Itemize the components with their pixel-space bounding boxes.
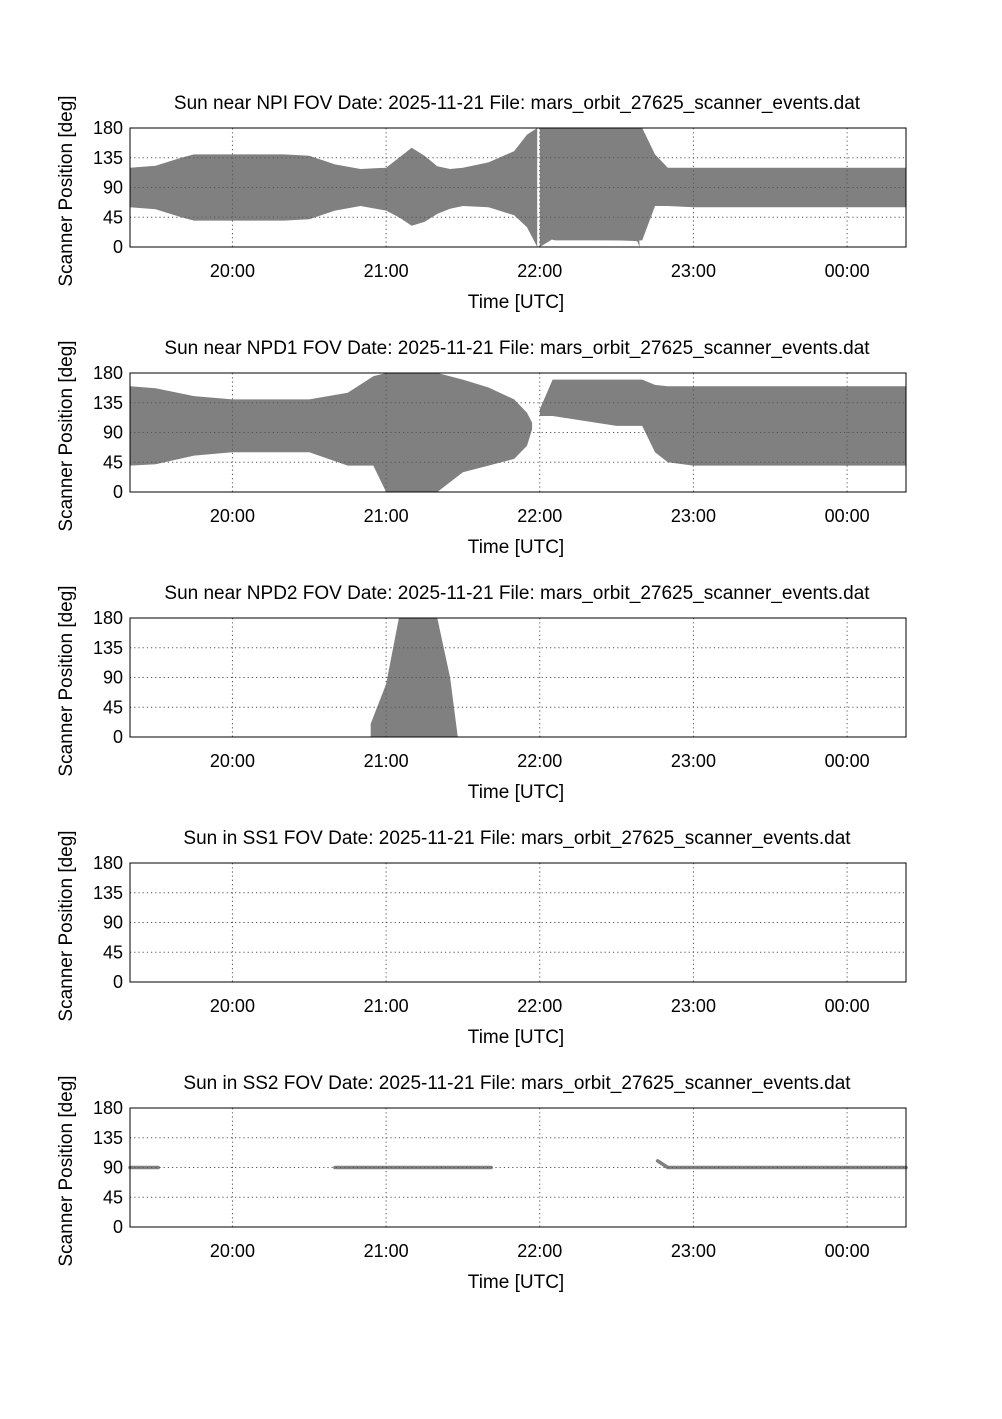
x-tick-label: 20:00	[210, 1241, 255, 1261]
x-tick-label: 20:00	[210, 996, 255, 1016]
plot-frame	[129, 862, 907, 983]
y-tick-label: 45	[103, 452, 123, 472]
y-tick-label: 135	[93, 148, 123, 168]
panel-3: Sun near NPD2 FOV Date: 2025-11-21 File:…	[56, 583, 907, 803]
plot-frame	[129, 127, 907, 248]
visibility-band-1	[130, 373, 533, 492]
x-axis-label: Time [UTC]	[468, 782, 564, 803]
x-tick-label: 23:00	[671, 506, 716, 526]
visibility-band-1	[130, 128, 538, 247]
chart-title: Sun near NPI FOV Date: 2025-11-21 File: …	[174, 93, 861, 114]
y-tick-label: 45	[103, 207, 123, 227]
panel-2: Sun near NPD1 FOV Date: 2025-11-21 File:…	[56, 338, 907, 558]
y-tick-label: 45	[103, 1187, 123, 1207]
x-tick-label: 22:00	[517, 506, 562, 526]
data-series-group	[130, 373, 906, 492]
y-axis-label: Scanner Position [deg]	[56, 95, 77, 286]
y-tick-label: 180	[93, 363, 123, 383]
y-tick-label: 0	[113, 1217, 123, 1237]
x-tick-label: 23:00	[671, 261, 716, 281]
x-tick-label: 22:00	[517, 996, 562, 1016]
x-tick-label: 00:00	[825, 261, 870, 281]
x-axis-label: Time [UTC]	[468, 1027, 564, 1048]
y-tick-label: 0	[113, 727, 123, 747]
x-tick-label: 21:00	[364, 996, 409, 1016]
x-tick-label: 23:00	[671, 1241, 716, 1261]
panel-4: Sun in SS1 FOV Date: 2025-11-21 File: ma…	[56, 828, 907, 1048]
x-tick-label: 22:00	[517, 751, 562, 771]
x-tick-label: 21:00	[364, 506, 409, 526]
chart-title: Sun in SS2 FOV Date: 2025-11-21 File: ma…	[183, 1073, 851, 1094]
x-tick-label: 00:00	[825, 1241, 870, 1261]
y-axis-label: Scanner Position [deg]	[56, 585, 77, 776]
y-tick-label: 135	[93, 1128, 123, 1148]
data-series-group	[370, 618, 458, 737]
y-tick-label: 90	[103, 913, 123, 933]
x-tick-label: 21:00	[364, 261, 409, 281]
x-tick-label: 22:00	[517, 1241, 562, 1261]
x-tick-label: 20:00	[210, 506, 255, 526]
panel-5: Sun in SS2 FOV Date: 2025-11-21 File: ma…	[56, 1073, 908, 1293]
x-tick-label: 22:00	[517, 261, 562, 281]
x-axis-label: Time [UTC]	[468, 292, 564, 313]
y-axis-label: Scanner Position [deg]	[56, 340, 77, 531]
y-tick-label: 135	[93, 638, 123, 658]
y-axis-label: Scanner Position [deg]	[56, 830, 77, 1021]
x-tick-label: 21:00	[364, 751, 409, 771]
data-series-group	[128, 1159, 908, 1170]
chart-title: Sun near NPD2 FOV Date: 2025-11-21 File:…	[164, 583, 870, 604]
y-tick-label: 180	[93, 1098, 123, 1118]
visibility-band-1	[370, 618, 458, 737]
y-tick-label: 180	[93, 608, 123, 628]
y-tick-label: 135	[93, 883, 123, 903]
x-tick-label: 00:00	[825, 996, 870, 1016]
x-tick-label: 23:00	[671, 751, 716, 771]
plot-frame	[129, 372, 907, 493]
event-trace-3	[655, 1159, 908, 1170]
x-axis-label: Time [UTC]	[468, 1272, 564, 1293]
y-tick-label: 0	[113, 482, 123, 502]
x-tick-label: 20:00	[210, 261, 255, 281]
y-tick-label: 180	[93, 118, 123, 138]
y-axis-label: Scanner Position [deg]	[56, 1075, 77, 1266]
x-tick-label: 00:00	[825, 751, 870, 771]
chart-title: Sun near NPD1 FOV Date: 2025-11-21 File:…	[164, 338, 870, 359]
y-tick-label: 180	[93, 853, 123, 873]
panel-1: Sun near NPI FOV Date: 2025-11-21 File: …	[56, 93, 907, 313]
chart-title: Sun in SS1 FOV Date: 2025-11-21 File: ma…	[183, 828, 851, 849]
y-tick-label: 45	[103, 942, 123, 962]
y-tick-label: 90	[103, 668, 123, 688]
y-tick-label: 90	[103, 1158, 123, 1178]
y-tick-label: 45	[103, 697, 123, 717]
y-tick-label: 90	[103, 423, 123, 443]
visibility-band-3	[539, 205, 640, 247]
y-tick-label: 90	[103, 178, 123, 198]
x-tick-label: 21:00	[364, 1241, 409, 1261]
x-tick-label: 00:00	[825, 506, 870, 526]
visibility-band-2	[539, 379, 906, 466]
x-tick-label: 23:00	[671, 996, 716, 1016]
y-tick-label: 0	[113, 972, 123, 992]
y-tick-label: 135	[93, 393, 123, 413]
x-axis-label: Time [UTC]	[468, 537, 564, 558]
plot-frame	[129, 1107, 907, 1228]
y-tick-label: 0	[113, 237, 123, 257]
x-tick-label: 20:00	[210, 751, 255, 771]
plot-frame	[129, 617, 907, 738]
